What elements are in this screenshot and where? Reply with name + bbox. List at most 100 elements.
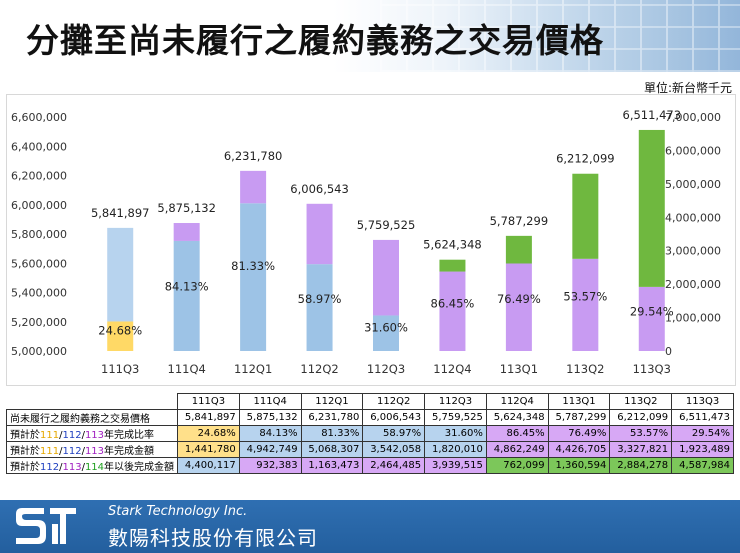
bar-segment [572,258,599,351]
col-header: 113Q2 [609,393,673,410]
bar-segment [373,315,399,351]
table-cell: 29.54% [671,425,734,442]
y-right-tick-label: 4,000,000 [665,211,721,224]
table-cell: 24.68% [177,425,240,442]
table-row: 尚未履行之履約義務之交易價格 5,841,897 5,875,132 6,231,78… [5,409,734,426]
category-label: 111Q4 [168,362,206,376]
header-banner [0,0,740,72]
table-cell: 3,542,058 [362,441,426,458]
y-left-tick-label: 5,200,000 [11,316,67,329]
col-header: 112Q2 [362,393,426,410]
category-label: 112Q4 [433,362,471,376]
y-left-tick-label: 5,800,000 [11,228,67,241]
table-cell: 84.13% [238,425,302,442]
company-name-zh: 數陽科技股份有限公司 [108,526,318,550]
total-label: 5,624,348 [423,238,482,252]
data-table: 111Q3 111Q4 112Q1 112Q2 112Q3 112Q4 113Q… [5,393,734,474]
bar-segment [373,239,399,316]
row-label: 預計於111/112/113年完成比率 [5,425,179,442]
col-header: 112Q3 [424,393,487,410]
table-cell: 6,006,543 [362,409,426,426]
ratio-label: 24.68% [98,324,142,338]
category-label: 113Q3 [633,362,671,376]
ratio-label: 31.60% [364,320,408,334]
bar-segment [173,223,200,241]
table-cell: 31.60% [424,425,487,442]
y-right-tick-label: 0 [665,345,672,358]
table-cell: 6,212,099 [609,409,673,426]
bar-segment [173,240,200,351]
table-row: 預計於112/113/114年以後完成金額 4,400,117 932,383 1,1… [5,457,734,474]
table-row: 預計於111/112/113年完成金額 1,441,780 4,942,749 5,0… [5,441,734,458]
total-label: 5,787,299 [490,214,549,228]
ratio-label: 86.45% [431,296,475,310]
ratio-label: 84.13% [165,279,209,293]
y-right-tick-label: 3,000,000 [665,245,721,258]
total-label: 6,231,780 [224,149,283,163]
table-cell: 762,099 [485,457,549,474]
page-title: 分攤至尚未履行之履約義務之交易價格 [26,21,604,60]
table-cell: 1,441,780 [177,441,240,458]
total-label: 5,841,897 [91,206,150,220]
total-label: 5,759,525 [357,218,416,232]
table-cell: 6,511,473 [671,409,734,426]
bar-segment [240,170,267,204]
row-label: 預計於111/112/113年完成金額 [5,441,179,458]
company-name-en: Stark Technology Inc. [108,504,248,519]
ratio-label: 58.97% [298,292,342,306]
col-header: 113Q3 [671,393,734,410]
total-label: 6,212,099 [556,152,615,166]
category-label: 112Q2 [300,362,338,376]
table-corner [6,393,179,410]
category-label: 113Q1 [500,362,538,376]
ratio-label: 76.49% [497,292,541,306]
table-cell: 76.49% [547,425,611,442]
table-cell: 5,759,525 [424,409,487,426]
col-header: 111Q3 [177,393,240,410]
table-header-row: 111Q3 111Q4 112Q1 112Q2 112Q3 112Q4 113Q… [6,393,734,410]
bar-segment [505,263,532,351]
y-right-tick-label: 1,000,000 [665,312,721,325]
y-left-tick-label: 5,600,000 [11,257,67,270]
bar-segment [638,286,665,351]
row-label: 預計於112/113/114年以後完成金額 [5,457,179,474]
footer-bar [0,500,740,553]
table-cell: 53.57% [609,425,673,442]
table-row: 預計於111/112/113年完成比率 24.68% 84.13% 81.33% 58.… [5,425,734,442]
table-cell: 4,587,984 [671,457,734,474]
bar-segment [505,235,532,264]
category-label: 113Q2 [566,362,604,376]
bar-segment [240,203,267,351]
table-cell: 86.45% [485,425,549,442]
y-left-tick-label: 5,400,000 [11,287,67,300]
y-left-tick-label: 6,600,000 [11,111,67,124]
table-cell: 1,360,594 [547,457,611,474]
y-right-tick-label: 2,000,000 [665,278,721,291]
col-header: 111Q4 [238,393,302,410]
bar-segment [306,264,333,351]
table-cell: 58.97% [362,425,426,442]
y-right-tick-label: 5,000,000 [665,178,721,191]
table-cell: 5,875,132 [238,409,302,426]
stark-logo [16,508,76,544]
table-cell: 1,820,010 [424,441,487,458]
bar-segment [306,203,333,265]
ratio-label: 53.57% [563,289,607,303]
y-left-tick-label: 6,400,000 [11,140,67,153]
unit-label: 單位:新台幣千元 [643,81,732,95]
col-header: 112Q1 [300,393,364,410]
table-cell: 1,923,489 [671,441,734,458]
table-cell: 3,327,821 [609,441,673,458]
table-cell: 5,624,348 [485,409,549,426]
total-label: 6,006,543 [290,182,349,196]
table-cell: 2,884,278 [609,457,673,474]
chart-area: 5,000,000 5,200,000 5,400,000 5,600,000 5,80… [6,94,736,386]
y-left-tick-label: 6,200,000 [11,170,67,183]
table-cell: 4,942,749 [238,441,302,458]
table-cell: 5,068,307 [300,441,364,458]
col-header: 113Q1 [547,393,611,410]
table-cell: 1,163,473 [300,457,364,474]
total-label: 6,511,473 [623,108,682,122]
table-cell: 3,939,515 [424,457,487,474]
bar-segment [107,227,134,322]
